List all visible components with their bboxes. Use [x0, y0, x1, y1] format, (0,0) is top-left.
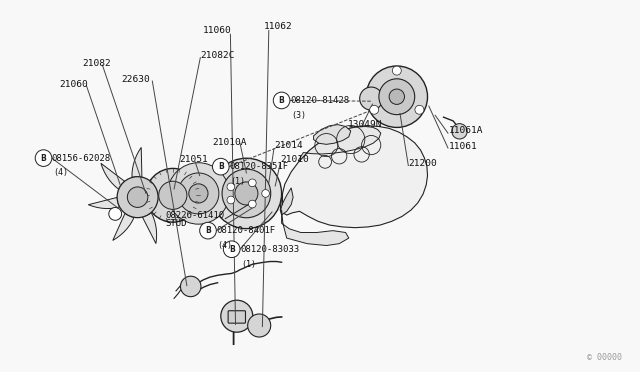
Polygon shape: [298, 126, 381, 161]
Circle shape: [35, 150, 52, 166]
Text: 08120-8351F: 08120-8351F: [229, 162, 288, 171]
Circle shape: [366, 66, 428, 128]
Text: 21014: 21014: [274, 141, 303, 150]
Circle shape: [212, 158, 229, 175]
Circle shape: [221, 300, 253, 332]
Text: (1): (1): [230, 177, 245, 186]
Text: 11060: 11060: [204, 26, 232, 35]
Text: 11061: 11061: [449, 142, 478, 151]
Text: 13049N: 13049N: [348, 120, 382, 129]
Text: (4): (4): [218, 241, 232, 250]
Polygon shape: [101, 163, 125, 189]
Circle shape: [227, 183, 235, 191]
Polygon shape: [150, 169, 179, 188]
Text: 21200: 21200: [408, 159, 437, 168]
Text: 21051: 21051: [179, 155, 208, 164]
Circle shape: [127, 187, 148, 208]
Text: 08120-81428: 08120-81428: [290, 96, 349, 105]
Circle shape: [360, 87, 383, 110]
Circle shape: [189, 184, 208, 203]
Text: 08226-61410: 08226-61410: [165, 211, 224, 219]
Circle shape: [180, 276, 201, 297]
Circle shape: [146, 169, 200, 222]
Polygon shape: [280, 126, 428, 228]
Text: B: B: [229, 245, 234, 254]
Polygon shape: [314, 125, 351, 144]
Text: B: B: [205, 226, 211, 235]
Circle shape: [223, 241, 240, 257]
Circle shape: [392, 66, 401, 75]
Circle shape: [178, 173, 219, 214]
Circle shape: [248, 314, 271, 337]
Text: 08156-62028: 08156-62028: [52, 154, 111, 163]
Text: © 00000: © 00000: [587, 353, 622, 362]
Text: B: B: [41, 154, 46, 163]
FancyBboxPatch shape: [377, 88, 417, 114]
Circle shape: [109, 208, 122, 220]
Circle shape: [262, 190, 269, 197]
Polygon shape: [282, 210, 349, 246]
Polygon shape: [156, 196, 186, 212]
Circle shape: [222, 169, 271, 218]
Text: B: B: [218, 162, 223, 171]
Circle shape: [370, 105, 379, 114]
Text: 21010: 21010: [280, 155, 309, 164]
Text: 21082C: 21082C: [200, 51, 235, 60]
Circle shape: [235, 182, 258, 205]
Circle shape: [117, 177, 158, 218]
Text: (1): (1): [241, 260, 256, 269]
Text: 11062: 11062: [264, 22, 292, 31]
Text: 11061A: 11061A: [449, 126, 484, 135]
Polygon shape: [113, 213, 134, 240]
Circle shape: [452, 124, 467, 139]
Text: 22630: 22630: [122, 76, 150, 84]
Text: B: B: [279, 96, 284, 105]
Circle shape: [415, 105, 424, 114]
Circle shape: [200, 222, 216, 239]
Text: 21060: 21060: [60, 80, 88, 89]
Circle shape: [248, 200, 256, 208]
Text: 21010A: 21010A: [212, 138, 247, 147]
Polygon shape: [280, 188, 293, 215]
Circle shape: [389, 89, 404, 105]
Circle shape: [168, 163, 229, 224]
Circle shape: [211, 158, 282, 229]
Circle shape: [379, 79, 415, 115]
Text: 08120-8401F: 08120-8401F: [216, 226, 275, 235]
Text: (4): (4): [53, 169, 68, 177]
FancyBboxPatch shape: [228, 311, 246, 323]
Circle shape: [273, 92, 290, 109]
Text: 21082: 21082: [82, 60, 111, 68]
Circle shape: [227, 196, 235, 204]
Text: (3): (3): [291, 111, 306, 120]
Polygon shape: [88, 198, 120, 209]
Circle shape: [159, 181, 187, 209]
Circle shape: [248, 179, 256, 187]
Polygon shape: [143, 212, 157, 244]
Polygon shape: [132, 147, 142, 177]
Text: 08120-83033: 08120-83033: [240, 245, 299, 254]
Text: STUD: STUD: [165, 219, 187, 228]
